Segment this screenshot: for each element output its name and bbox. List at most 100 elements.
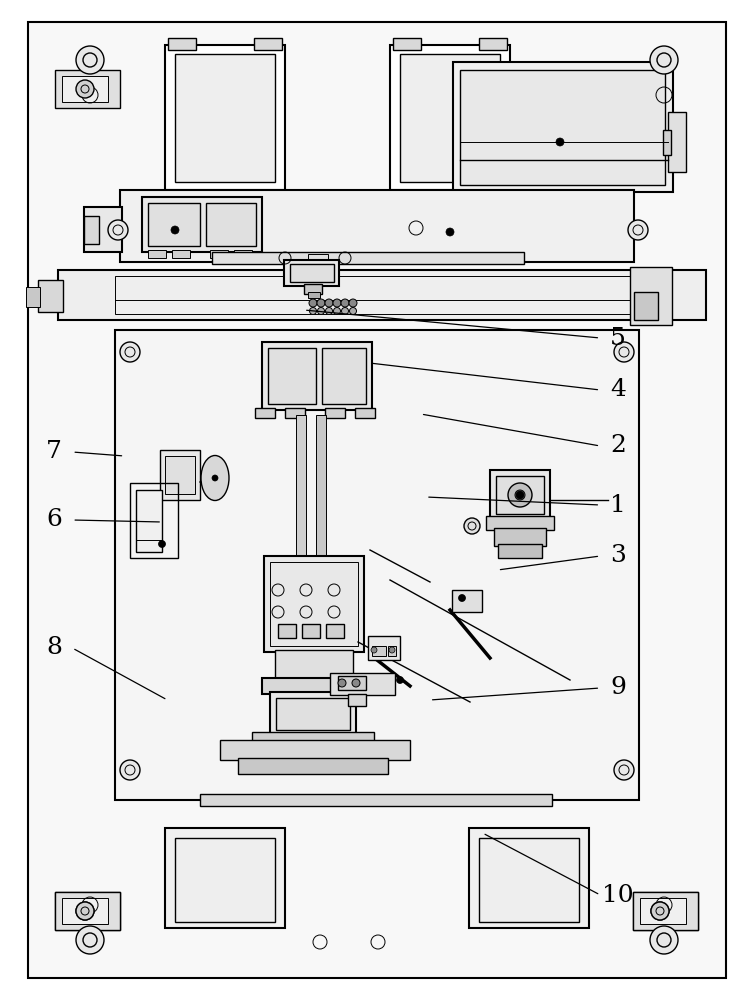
Bar [285,408,305,418]
Bar [388,646,396,656]
Bar [165,456,195,494]
Circle shape [317,299,325,307]
Bar [284,260,339,286]
Bar [400,54,500,182]
Bar [338,676,366,690]
Bar [640,898,686,924]
Circle shape [464,518,480,534]
Bar [200,794,552,806]
Text: 8: 8 [46,637,63,660]
Circle shape [325,299,333,307]
Bar [633,892,698,930]
Circle shape [389,647,395,653]
Circle shape [76,80,94,98]
Bar [304,284,322,294]
Bar [172,250,190,258]
Bar [460,70,665,185]
Bar [668,112,686,172]
Circle shape [341,299,349,307]
Bar [634,292,658,320]
Bar [142,197,262,252]
Bar [220,740,410,760]
Bar [165,45,285,190]
Circle shape [651,902,669,920]
Bar [255,408,275,418]
Bar [62,76,108,102]
Bar [58,270,706,320]
Bar [238,758,388,774]
Circle shape [120,760,140,780]
Bar [479,38,507,50]
Bar [252,732,374,744]
Circle shape [120,342,140,362]
Text: 2: 2 [610,434,627,458]
Text: 1: 1 [611,493,626,516]
Bar [264,556,364,652]
Circle shape [650,46,678,74]
Text: 9: 9 [610,676,627,700]
Bar [494,528,546,546]
Bar [486,516,554,530]
Circle shape [349,299,357,307]
Circle shape [651,902,669,920]
Bar [278,624,296,638]
Bar [322,348,366,404]
Circle shape [350,308,357,314]
Circle shape [650,926,678,954]
Bar [325,408,345,418]
Bar [175,54,275,182]
Bar [452,590,482,612]
Bar [270,692,356,736]
Circle shape [326,308,333,314]
Bar [130,483,178,558]
Circle shape [76,926,104,954]
Bar [290,264,334,282]
Bar [212,252,524,264]
Bar [84,207,122,252]
Bar [355,408,375,418]
Text: 6: 6 [46,508,63,532]
Circle shape [333,308,341,314]
Text: 10: 10 [602,884,634,906]
Bar [630,267,672,325]
Bar [115,276,635,314]
Bar [55,892,120,930]
Bar [120,190,634,262]
Text: 4: 4 [610,378,627,401]
Bar [640,898,686,924]
Bar [55,892,120,930]
Bar [148,250,166,258]
Circle shape [458,594,465,601]
Bar [115,330,639,800]
Bar [393,38,421,50]
Bar [496,476,544,514]
Circle shape [76,46,104,74]
Circle shape [333,299,341,307]
Bar [210,250,228,258]
Bar [390,45,510,190]
Bar [479,838,579,922]
Bar [254,38,282,50]
Bar [316,415,326,560]
Text: 7: 7 [46,440,63,464]
Bar [633,892,698,930]
Bar [296,415,306,560]
Bar [469,828,589,928]
Bar [275,650,353,680]
Bar [270,562,358,646]
Bar [26,287,40,307]
Circle shape [515,490,525,500]
Circle shape [371,647,377,653]
Bar [168,38,196,50]
Circle shape [171,226,179,234]
Bar [55,70,120,108]
Bar [308,254,328,262]
Bar [206,203,256,246]
Bar [490,470,550,520]
Circle shape [508,483,532,507]
Bar [234,250,252,258]
Bar [148,203,200,246]
Bar [175,838,275,922]
Bar [453,62,673,192]
Bar [62,898,108,924]
